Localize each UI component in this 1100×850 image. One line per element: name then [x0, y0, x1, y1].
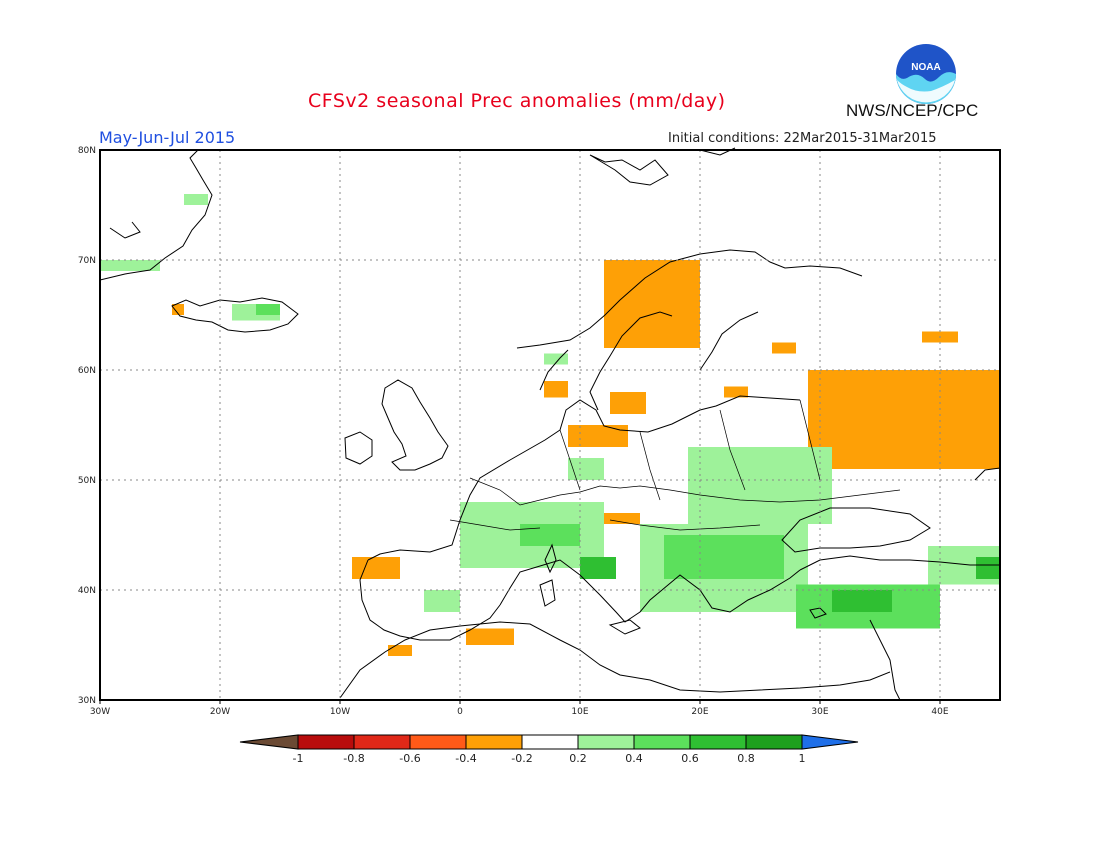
anomaly-cell-1 [184, 194, 208, 205]
lon-tick-label: 20E [691, 707, 708, 717]
colorbar-label: -0.8 [343, 752, 364, 765]
anomaly-cell-27 [832, 590, 892, 612]
anomaly-cell-5 [544, 353, 568, 365]
anomaly-cell-25 [664, 535, 784, 579]
anomaly-cell-23 [424, 590, 460, 612]
colorbar-arrow-high [801, 734, 859, 750]
colorbar-swatch [745, 734, 803, 750]
anomaly-cell-7 [544, 381, 568, 398]
colorbar-label: 1 [799, 752, 806, 765]
lon-tick-label: 40E [931, 707, 948, 717]
anomaly-cell-0 [100, 260, 160, 271]
lon-tick-label: 0 [457, 707, 463, 717]
colorbar-swatch [521, 734, 579, 750]
colorbar-swatch [577, 734, 635, 750]
lon-tick-label: 30W [90, 707, 110, 717]
colorbar-label: -1 [293, 752, 304, 765]
lon-tick-label: 10W [330, 707, 350, 717]
colorbar-swatch [465, 734, 523, 750]
axis-labels: 30W 20W 10W 0 10E 20E 30E 40E 80N 70N 60N 50N 40N 30N [78, 146, 949, 717]
season-label: May-Jun-Jul 2015 [99, 128, 236, 147]
noaa-logo: NOAA [895, 43, 957, 105]
lat-tick-label: 30N [78, 696, 96, 706]
colorbar-label: 0.2 [569, 752, 587, 765]
anomaly-cell-21 [520, 524, 580, 546]
logo-text: NOAA [911, 62, 940, 73]
anomaly-cell-4 [172, 304, 184, 315]
anomaly-cell-9 [568, 425, 628, 447]
map-frame [99, 149, 1001, 701]
colorbar-label: 0.4 [625, 752, 643, 765]
colorbar-label: -0.6 [399, 752, 420, 765]
anomaly-cell-22 [580, 557, 616, 579]
anomaly-cell-17 [604, 513, 640, 524]
colorbar-swatch [689, 734, 747, 750]
colorbar-swatch [353, 734, 411, 750]
anomaly-cell-16 [388, 645, 412, 656]
colorbar: -1 -0.8 -0.6 -0.4 -0.2 0.2 0.4 0.6 0.8 1 [239, 734, 859, 765]
anomaly-cell-15 [466, 628, 514, 645]
anomaly-cell-8 [610, 392, 646, 414]
lat-tick-label: 50N [78, 476, 96, 486]
anomaly-cell-11 [772, 342, 796, 354]
anomaly-cell-3 [256, 304, 280, 315]
colorbar-label: 0.8 [737, 752, 755, 765]
anomaly-cell-10 [724, 386, 748, 398]
lon-tick-label: 10E [571, 707, 588, 717]
colorbar-swatch [633, 734, 691, 750]
chart-title: CFSv2 seasonal Prec anomalies (mm/day) [308, 90, 726, 112]
graticule [100, 150, 1000, 700]
anomaly-cell-6 [604, 260, 700, 348]
colorbar-swatch [409, 734, 467, 750]
anomaly-cell-14 [352, 557, 400, 579]
lat-tick-label: 40N [78, 586, 96, 596]
lat-tick-label: 60N [78, 366, 96, 376]
anomaly-cells [100, 194, 1000, 656]
initial-conditions-label: Initial conditions: 22Mar2015-31Mar2015 [668, 131, 937, 146]
colorbar-label: -0.4 [455, 752, 476, 765]
coastlines [99, 147, 1001, 701]
agency-label: NWS/NCEP/CPC [846, 101, 979, 120]
lat-tick-label: 70N [78, 256, 96, 266]
anomaly-cell-12 [808, 370, 1000, 469]
lon-tick-label: 20W [210, 707, 230, 717]
anomaly-cell-18 [568, 458, 604, 480]
colorbar-arrow-low [239, 734, 299, 750]
anomaly-cell-29 [976, 557, 1000, 579]
lon-tick-label: 30E [811, 707, 828, 717]
anomaly-cell-19 [688, 447, 832, 524]
colorbar-label: 0.6 [681, 752, 699, 765]
colorbar-swatch [297, 734, 355, 750]
lat-tick-label: 80N [78, 146, 96, 156]
colorbar-label: -0.2 [511, 752, 532, 765]
